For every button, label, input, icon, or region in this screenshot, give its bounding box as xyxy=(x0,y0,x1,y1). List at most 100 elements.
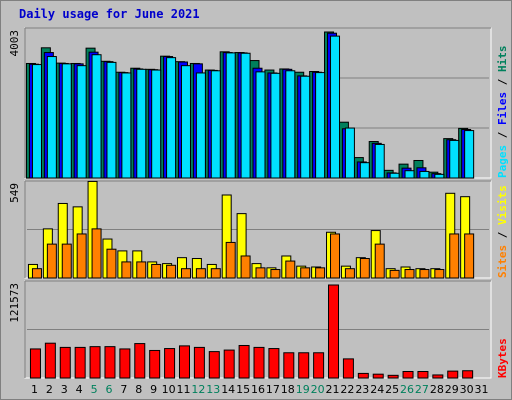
bar-pages-day-16 xyxy=(255,71,266,179)
bar-pages-day-10 xyxy=(166,57,177,179)
bar-kbytes-day-17 xyxy=(268,348,280,379)
bar-sites-day-28 xyxy=(434,269,445,279)
legend-item-sites: Sites xyxy=(496,245,509,278)
bar-sites-day-20 xyxy=(315,267,326,279)
bar-sites-day-22 xyxy=(344,268,355,279)
x-tick-label: 9 xyxy=(150,383,157,396)
legend-item-visits: Visits xyxy=(496,185,509,225)
bar-kbytes-day-14 xyxy=(223,349,235,379)
bar-sites-day-11 xyxy=(180,268,191,279)
bar-pages-day-2 xyxy=(46,56,57,179)
x-tick-label: 23 xyxy=(355,383,369,396)
x-tick-label: 31 xyxy=(475,383,489,396)
bar-kbytes-day-21 xyxy=(328,284,340,379)
chart-title: Daily usage for June 2021 xyxy=(19,7,200,21)
ymax-label: 4003 xyxy=(8,30,21,57)
x-tick-label: 24 xyxy=(370,383,384,396)
bar-sites-day-12 xyxy=(195,268,206,279)
x-tick-label: 10 xyxy=(162,383,176,396)
bar-pages-day-30 xyxy=(464,130,475,179)
bar-pages-day-29 xyxy=(449,139,460,179)
bar-sites-day-2 xyxy=(46,243,57,279)
x-tick-label: 19 xyxy=(296,383,310,396)
bar-kbytes-day-30 xyxy=(462,370,474,379)
bar-pages-day-26 xyxy=(404,170,415,179)
bar-kbytes-day-9 xyxy=(149,349,161,379)
x-tick-label: 12 xyxy=(191,383,205,396)
bar-kbytes-day-7 xyxy=(119,348,131,379)
bar-sites-day-25 xyxy=(389,269,400,279)
bar-pages-day-8 xyxy=(136,68,147,179)
bar-kbytes-day-16 xyxy=(253,346,265,379)
x-tick-label: 2 xyxy=(46,383,53,396)
bar-sites-day-24 xyxy=(374,243,385,279)
legend-item-hits: Hits xyxy=(496,46,509,73)
bar-sites-day-6 xyxy=(106,248,117,279)
x-tick-label: 21 xyxy=(326,383,340,396)
bar-pages-day-6 xyxy=(106,61,117,179)
bar-sites-day-29 xyxy=(449,233,460,279)
bar-pages-day-25 xyxy=(389,172,400,179)
x-tick-label: 5 xyxy=(91,383,98,396)
bar-kbytes-day-10 xyxy=(164,348,176,379)
x-tick-label: 16 xyxy=(251,383,265,396)
x-tick-label: 11 xyxy=(176,383,190,396)
ymax-label: 121573 xyxy=(8,283,21,323)
bar-pages-day-24 xyxy=(374,143,385,179)
legend-item-kbytes: KBytes xyxy=(496,338,509,378)
bar-pages-day-13 xyxy=(210,70,221,179)
bar-kbytes-day-18 xyxy=(283,352,295,379)
legend-separator: / xyxy=(496,125,509,145)
bar-kbytes-day-20 xyxy=(313,352,325,379)
bar-kbytes-day-13 xyxy=(208,351,220,379)
x-tick-label: 27 xyxy=(415,383,429,396)
x-tick-label: 25 xyxy=(385,383,399,396)
x-tick-label: 13 xyxy=(206,383,220,396)
bar-kbytes-day-24 xyxy=(372,373,384,379)
bar-pages-day-28 xyxy=(434,173,445,179)
bar-kbytes-day-12 xyxy=(193,346,205,379)
bar-pages-day-3 xyxy=(61,63,72,179)
x-tick-label: 18 xyxy=(281,383,295,396)
x-tick-label: 1 xyxy=(31,383,38,396)
x-tick-label: 30 xyxy=(460,383,474,396)
bar-kbytes-day-2 xyxy=(44,342,56,379)
bar-sites-day-7 xyxy=(121,261,132,279)
bar-sites-day-19 xyxy=(300,267,311,279)
bar-kbytes-day-5 xyxy=(89,346,101,379)
ymax-label: 549 xyxy=(8,183,21,203)
bar-pages-day-20 xyxy=(315,72,326,179)
bar-sites-day-21 xyxy=(330,233,341,279)
bar-sites-day-5 xyxy=(91,228,102,279)
bar-pages-day-14 xyxy=(225,52,236,179)
bar-pages-day-4 xyxy=(76,65,87,179)
bar-sites-day-17 xyxy=(270,269,281,279)
bar-sites-day-18 xyxy=(285,260,296,279)
bar-pages-day-23 xyxy=(359,162,370,179)
bar-kbytes-day-19 xyxy=(298,352,310,379)
bar-kbytes-day-25 xyxy=(387,374,399,379)
bar-kbytes-day-28 xyxy=(432,374,444,379)
bar-pages-day-19 xyxy=(300,75,311,179)
legend-item-files: Files xyxy=(496,92,509,125)
bar-kbytes-day-23 xyxy=(357,372,369,379)
bar-kbytes-day-4 xyxy=(74,346,86,379)
x-tick-label: 4 xyxy=(76,383,83,396)
x-tick-label: 8 xyxy=(135,383,142,396)
bar-kbytes-day-3 xyxy=(59,346,71,379)
legend-separator: / xyxy=(496,72,509,92)
x-tick-label: 14 xyxy=(221,383,235,396)
bar-pages-day-21 xyxy=(330,35,341,179)
legend-hits-files-pages: Pages / Files / Hits xyxy=(496,46,509,179)
legend-separator: / xyxy=(496,225,509,245)
x-tick-label: 15 xyxy=(236,383,250,396)
bar-kbytes-day-8 xyxy=(134,343,146,379)
legend-item-pages: Pages xyxy=(496,145,509,178)
bar-sites-day-9 xyxy=(151,263,162,279)
x-tick-label: 7 xyxy=(120,383,127,396)
bar-pages-day-9 xyxy=(151,69,162,179)
bar-sites-day-26 xyxy=(404,269,415,279)
bar-kbytes-day-27 xyxy=(417,370,429,379)
x-tick-label: 17 xyxy=(266,383,280,396)
